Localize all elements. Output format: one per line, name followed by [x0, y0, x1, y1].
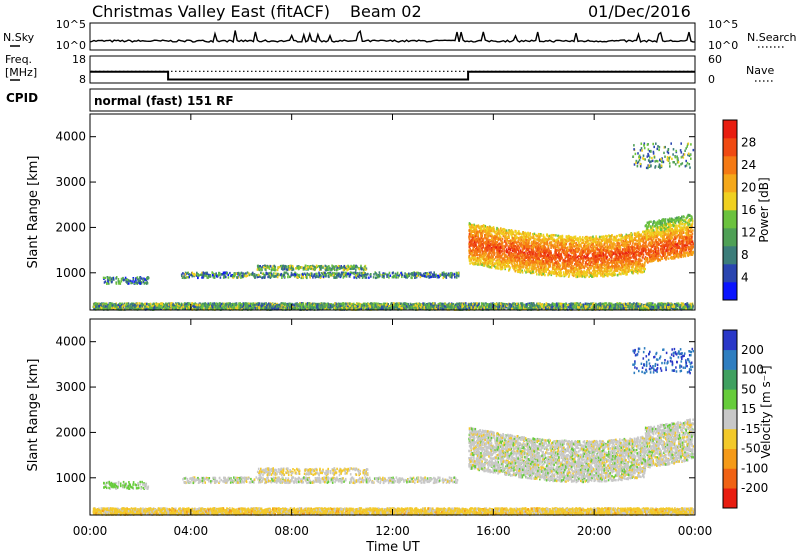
freq-unit-label: [MHz]	[5, 66, 37, 79]
noise-left-tick-bottom: 10^0	[56, 39, 86, 52]
noise-trace	[90, 31, 695, 43]
frequency-panel: Freq. [MHz] 18 8 60 0 Nave	[5, 53, 774, 86]
date-label: 01/Dec/2016	[588, 2, 691, 21]
frequency-trace	[90, 72, 695, 80]
power-echo-layer	[93, 142, 695, 311]
cpid-panel: CPID normal (fast) 151 RF	[6, 89, 695, 111]
nave-label: Nave	[746, 64, 774, 77]
nave-tick-bottom: 0	[708, 73, 715, 86]
n-search-label: N.Search	[747, 31, 797, 44]
freq-label: Freq.	[5, 53, 32, 66]
beam-label: Beam 02	[350, 2, 422, 21]
noise-left-tick-top: 10^5	[56, 18, 86, 31]
nave-tick-top: 60	[708, 53, 722, 66]
radar-summary-plot: Christmas Valley East (fitACF) Beam 02 0…	[0, 0, 800, 554]
freq-tick-bottom: 8	[79, 73, 86, 86]
freq-tick-top: 18	[72, 53, 86, 66]
noise-right-tick-top: 10^5	[708, 18, 738, 31]
cpid-value: normal (fast) 151 RF	[94, 94, 234, 108]
echo-cell	[602, 303, 604, 305]
noise-panel: N.Sky 10^5 10^0 10^5 10^0 N.Search	[3, 18, 797, 52]
cpid-label: CPID	[6, 91, 38, 105]
n-sky-label: N.Sky	[3, 31, 35, 44]
station-title: Christmas Valley East (fitACF)	[92, 2, 330, 21]
noise-right-tick-bottom: 10^0	[708, 39, 738, 52]
